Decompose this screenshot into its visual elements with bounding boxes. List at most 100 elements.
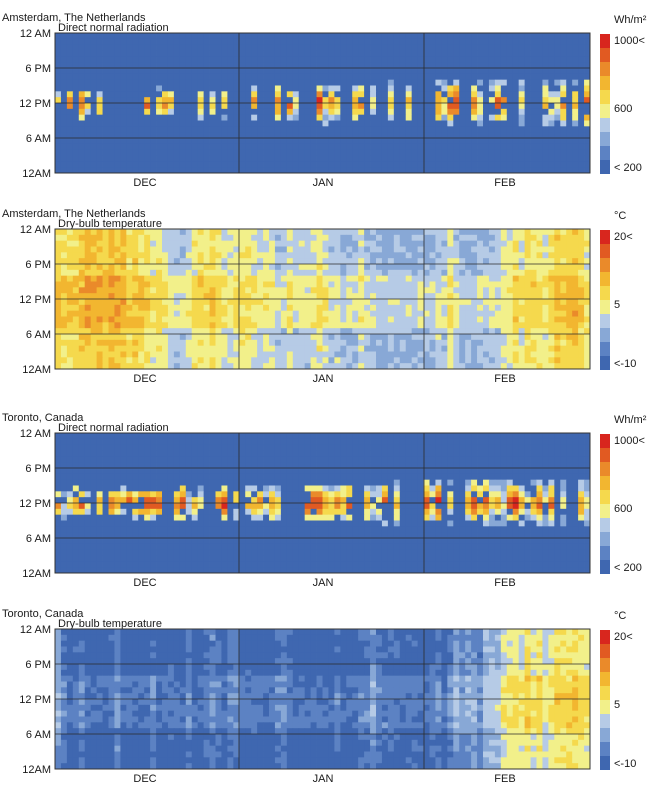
heatmap-cell (328, 44, 335, 51)
heatmap-cell (393, 97, 401, 104)
heatmap-cell (233, 167, 240, 174)
heatmap-cell (548, 234, 555, 242)
heatmap-cell (393, 293, 401, 300)
heatmap-cell (447, 269, 454, 277)
heatmap-cell (72, 462, 80, 469)
heatmap-cell (280, 56, 288, 63)
heatmap-cell (572, 357, 579, 364)
heatmap-cell (60, 50, 68, 57)
heatmap-cell (405, 38, 413, 46)
heatmap-cell (387, 149, 395, 156)
heatmap-cell (173, 68, 181, 75)
heatmap-cell (274, 258, 282, 265)
heatmap-cell (66, 44, 74, 51)
heatmap-cell (447, 293, 454, 300)
heatmap-cell (340, 462, 347, 469)
heatmap-cell (554, 56, 561, 63)
heatmap-cell (114, 299, 121, 306)
heatmap-cell (494, 108, 502, 116)
heatmap-cell (494, 240, 502, 247)
heatmap-cell (269, 334, 276, 341)
heatmap-cell (162, 334, 169, 341)
heatmap-cell (560, 114, 567, 121)
heatmap-cell (393, 462, 401, 469)
heatmap-cell (542, 287, 549, 294)
heatmap-cell (387, 167, 395, 174)
heatmap-cell (304, 316, 312, 323)
heatmap-cell (405, 287, 413, 294)
heatmap-cell (191, 79, 199, 86)
heatmap-cell (269, 316, 276, 323)
heatmap-cell (162, 79, 169, 86)
heatmap-cell (132, 97, 139, 104)
heatmap-cell (126, 68, 133, 75)
heatmap-cell (441, 299, 448, 306)
heatmap-cell (120, 108, 127, 116)
heatmap-cell (393, 79, 401, 86)
heatmap-cell (144, 97, 151, 104)
heatmap-cell (203, 444, 210, 451)
heatmap-cell (156, 334, 163, 341)
heatmap-cell (429, 91, 436, 98)
heatmap-cell (316, 264, 323, 271)
heatmap-cell (387, 91, 395, 98)
heatmap-cell (542, 334, 549, 341)
heatmap-cell (257, 161, 264, 168)
heatmap-cell (173, 281, 181, 288)
heatmap-cell (393, 269, 401, 277)
heatmap-cell (209, 50, 216, 57)
heatmap-cell (150, 62, 157, 69)
heatmap-cell (269, 299, 276, 306)
heatmap-cell (197, 161, 205, 168)
heatmap-cell (548, 357, 555, 364)
heatmap-cell (263, 275, 270, 282)
heatmap-cell (114, 258, 121, 265)
heatmap-cell (524, 44, 531, 51)
heatmap-cell (346, 103, 353, 110)
heatmap-cell (483, 304, 490, 312)
heatmap-cell (132, 108, 139, 116)
heatmap-cell (423, 316, 430, 323)
heatmap-cell (269, 62, 276, 69)
heatmap-cell (292, 44, 300, 51)
heatmap-cell (524, 293, 531, 300)
heatmap-cell (483, 462, 490, 469)
heatmap-cell (84, 50, 92, 57)
heatmap-cell (441, 456, 448, 463)
heatmap-cell (298, 91, 306, 98)
heatmap-cell (209, 281, 216, 288)
heatmap-cell (251, 310, 258, 317)
heatmap-cell (96, 85, 103, 92)
heatmap-cell (66, 293, 74, 300)
heatmap-cell (334, 281, 341, 288)
heatmap-cell (352, 246, 359, 253)
heatmap-cell (435, 456, 442, 463)
heatmap-cell (411, 73, 419, 81)
heatmap-cell (471, 155, 478, 162)
heatmap-cell (245, 269, 252, 277)
heatmap-cell (572, 44, 579, 51)
heatmap-cell (453, 339, 460, 347)
heatmap-cell (138, 264, 145, 271)
heatmap-cell (500, 246, 508, 253)
heatmap-cell (209, 97, 216, 104)
heatmap-cell (488, 339, 496, 347)
heatmap-cell (477, 310, 484, 317)
heatmap-cell (90, 258, 98, 265)
heatmap-cell (286, 357, 294, 364)
heatmap-cell (310, 44, 317, 51)
heatmap-cell (286, 269, 294, 277)
heatmap-cell (566, 269, 573, 277)
heatmap-cell (233, 68, 240, 75)
heatmap-cell (227, 287, 234, 294)
heatmap-cell (108, 149, 115, 156)
heatmap-cell (150, 246, 157, 253)
heatmap-cell (488, 33, 496, 40)
heatmap-cell (447, 62, 454, 69)
heatmap-cell (322, 468, 329, 475)
heatmap-cell (405, 108, 413, 116)
heatmap-cell (132, 258, 139, 265)
heatmap-cell (465, 126, 472, 133)
heatmap-cell (156, 351, 163, 358)
heatmap-cell (209, 287, 216, 294)
